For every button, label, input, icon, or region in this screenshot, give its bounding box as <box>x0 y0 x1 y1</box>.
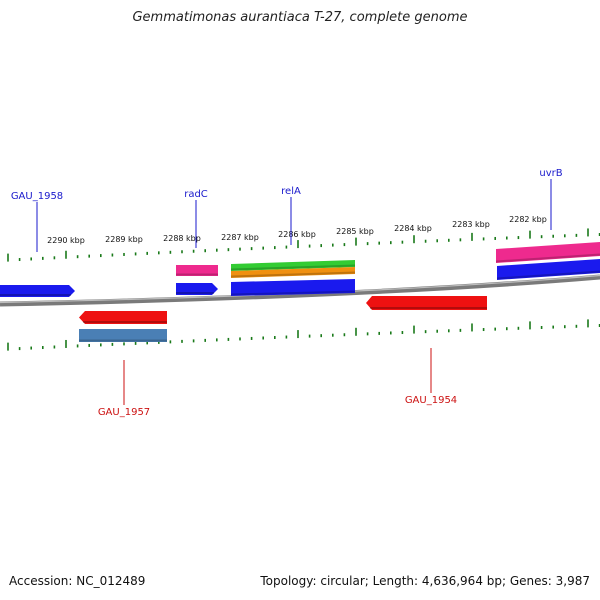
gene-gau-1958[interactable] <box>0 285 75 297</box>
gene-gau-1954[interactable] <box>366 296 487 310</box>
tick-label: 2285 kbp <box>336 227 374 236</box>
gene-label: uvrB <box>539 168 562 179</box>
feature-rela-green-shade <box>230 264 356 271</box>
gene-label: GAU_1958 <box>11 191 63 202</box>
tick-row-outer <box>7 228 600 262</box>
gene-label: GAU_1954 <box>405 395 457 406</box>
genome-backbone <box>0 274 600 307</box>
feature-rela-orange-shade <box>230 271 356 278</box>
tick-labels: 2290 kbp 2289 kbp 2288 kbp 2287 kbp 2286 kbp… <box>47 215 547 245</box>
tick-label: 2283 kbp <box>452 220 490 229</box>
genome-summary: Topology: circular; Length: 4,636,964 bp… <box>260 574 590 588</box>
tick-label: 2287 kbp <box>221 233 259 242</box>
accession-text: Accession: NC_012489 <box>9 574 146 588</box>
gene-uvrb[interactable] <box>497 259 600 280</box>
tick-label: 2289 kbp <box>105 235 143 244</box>
tick-label: 2286 kbp <box>278 230 316 239</box>
gene-rela[interactable] <box>231 279 355 296</box>
gene-label: GAU_1957 <box>98 407 150 418</box>
tick-label: 2282 kbp <box>509 215 547 224</box>
feature-rela-orange[interactable] <box>231 267 355 278</box>
genome-title: Gemmatimonas aurantiaca T-27, complete g… <box>132 10 468 25</box>
gene-radc[interactable] <box>176 283 218 295</box>
tick-label: 2288 kbp <box>163 234 201 243</box>
gene-gau-1957[interactable] <box>79 311 167 324</box>
feature-uvrb-upper-shade <box>495 253 600 263</box>
gene-label: relA <box>281 186 301 197</box>
tick-label: 2284 kbp <box>394 224 432 233</box>
feature-radc-upper[interactable] <box>176 265 218 276</box>
tick-label: 2290 kbp <box>47 236 85 245</box>
feature-tracks <box>0 242 600 342</box>
feature-uvrb-upper[interactable] <box>496 242 600 263</box>
tick-row-inner <box>7 319 600 351</box>
feature-gau-1957-lower[interactable] <box>79 329 167 342</box>
feature-rela-green[interactable] <box>231 260 355 271</box>
gene-labels: GAU_1958 radC relA uvrB GAU_1957 GAU_1954 <box>11 168 563 418</box>
gene-uvrb-shade <box>496 270 600 280</box>
gene-label: radC <box>184 189 208 200</box>
gene-rela-shade <box>230 290 356 296</box>
